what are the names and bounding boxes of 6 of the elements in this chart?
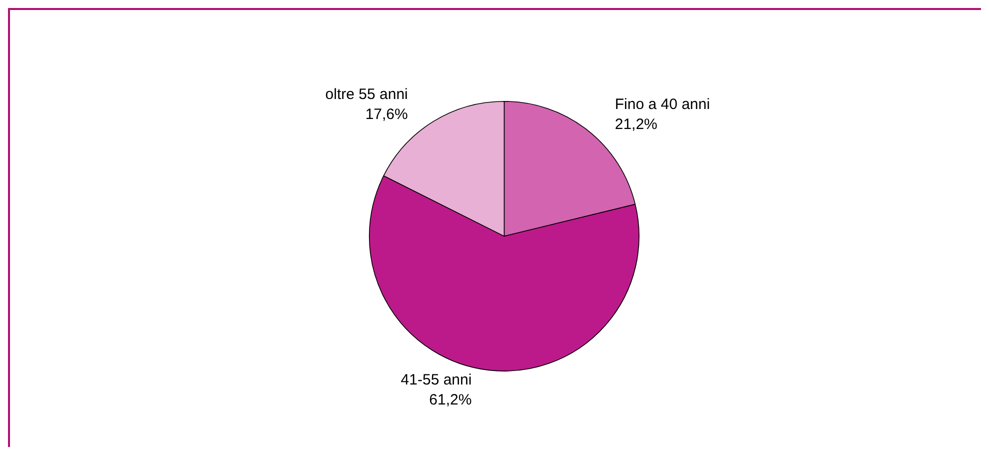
data-label: 17,6% <box>365 106 408 123</box>
slice-label: Fino a 40 anni <box>614 96 710 113</box>
data-label: 21,2% <box>614 116 658 133</box>
slice-label: 41-55 anni <box>400 372 472 389</box>
data-label: 61,2% <box>429 392 472 409</box>
slice-label: oltre 55 anni <box>325 86 408 103</box>
